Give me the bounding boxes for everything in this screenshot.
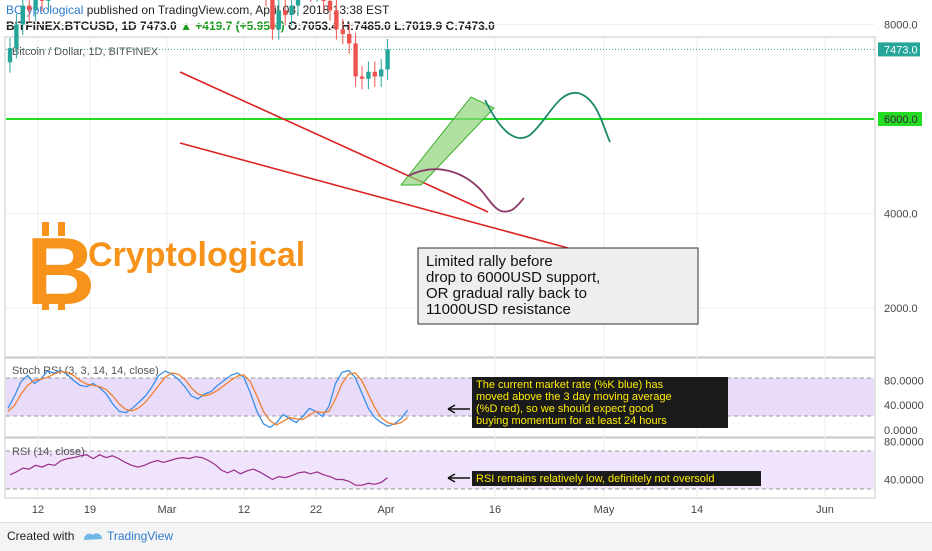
annotation-line-1: Limited rally before: [426, 253, 553, 270]
stoch-tick-label: 0.0000: [884, 425, 918, 437]
candle-body: [20, 5, 25, 25]
stoch-line-d: [7, 371, 408, 426]
time-tick-label: Mar: [158, 504, 177, 516]
projection-drop-path: [407, 168, 525, 213]
candlestick-series: [7, 0, 390, 90]
candle-body: [27, 5, 32, 11]
descending-channel[interactable]: [179, 71, 569, 249]
time-tick-label: 12: [32, 504, 44, 516]
time-tick-label: 19: [84, 504, 96, 516]
rsi-note-text: RSI remains relatively low, definitely n…: [476, 473, 714, 485]
channel-upper: [179, 71, 489, 213]
price-change: ▲ +419.7 (+5.95%): [180, 19, 285, 33]
rsi-tick-label: 40.0000: [884, 475, 924, 487]
candle-body: [46, 0, 51, 1]
time-tick-label: Jun: [816, 504, 834, 516]
candle-body: [33, 0, 38, 11]
publish-line: BCryptological published on TradingView.…: [6, 3, 389, 17]
candle-body: [353, 43, 358, 77]
candle-body: [295, 0, 301, 6]
candle-body: [385, 49, 390, 70]
time-tick-label: May: [594, 504, 615, 516]
candle-body: [14, 24, 19, 49]
rsi-note[interactable]: RSI remains relatively low, definitely n…: [447, 471, 761, 486]
time-axis: 12 19 Mar 12 22 Apr 16 May 14 Jun: [32, 504, 834, 516]
brand-text: Cryptological: [88, 236, 305, 274]
rsi-line: [9, 454, 388, 486]
created-with-text: Created with: [7, 529, 75, 543]
publish-header: BCryptological published on TradingView.…: [0, 0, 932, 36]
time-tick-label: Apr: [377, 504, 394, 516]
annotation-box[interactable]: Limited rally before drop to 6000USD sup…: [417, 247, 699, 325]
candle-body: [327, 0, 333, 11]
ohlc-values: O:7053.4 H:7485.0 L:7019.9 C:7473.0: [288, 19, 495, 33]
annotation-line-3: OR gradual rally back to: [426, 285, 587, 302]
rsi-pane: RSI (14, close) 40.0000 80.0000: [6, 437, 924, 490]
stoch-band: [6, 378, 874, 416]
time-tick-label: 22: [310, 504, 322, 516]
channel-lower: [179, 142, 569, 249]
candle-body: [372, 71, 377, 77]
symbol-label: BITFINEX:BTCUSD, 1D: [6, 19, 137, 33]
candle-body: [366, 71, 371, 79]
candle-body: [7, 48, 13, 63]
annotation-line-2: drop to 6000USD support,: [426, 269, 600, 286]
candle-body: [347, 33, 352, 44]
projection-rally-path: [484, 92, 611, 143]
time-tick-label: 16: [489, 504, 501, 516]
candle-body: [334, 10, 339, 30]
symbol-line: BITFINEX:BTCUSD, 1D 7473.0 ▲ +419.7 (+5.…: [6, 19, 495, 33]
rsi-tick-label: 80.0000: [884, 437, 924, 449]
last-price-label-bg: [878, 42, 920, 57]
author-link[interactable]: BCryptological: [6, 3, 84, 17]
candle-body: [289, 5, 294, 16]
projection-rally-box: [399, 96, 495, 186]
rsi-title: RSI (14, close): [12, 446, 85, 458]
stoch-rsi-pane: Stoch RSI (3, 3, 14, 14, close) 0.0000 40…: [6, 365, 924, 437]
candle-body: [39, 0, 45, 1]
price-tick-label: 6000.0: [884, 114, 918, 126]
tradingview-link[interactable]: TradingView: [107, 529, 174, 543]
chart-title: Bitcoin / Dollar, 1D, BITFINEX: [12, 46, 159, 58]
last-price: 7473.0: [140, 19, 177, 33]
pane-borders: [4, 36, 876, 499]
tradingview-logo-icon: [84, 533, 102, 540]
price-tick-label: 4000.0: [884, 209, 918, 221]
last-price-label: 7473.0: [884, 44, 918, 56]
stoch-arrow-head: [447, 404, 456, 414]
candle-body: [276, 10, 281, 30]
footer-bar: Created with TradingView: [0, 522, 932, 551]
stoch-tick-label: 80.0000: [884, 375, 924, 387]
price-tick-label: 2000.0: [884, 303, 918, 315]
level-label: 6000.0: [884, 114, 918, 126]
candle-body: [321, 0, 326, 1]
stoch-tick-label: 40.0000: [884, 400, 924, 412]
candle-body: [359, 76, 365, 79]
stoch-line-k: [7, 369, 409, 429]
level-label-bg: [878, 112, 922, 126]
time-tick-label: 14: [691, 504, 703, 516]
stoch-title: Stoch RSI (3, 3, 14, 14, close): [12, 365, 159, 377]
stoch-note-line-2: moved above the 3 day moving average: [476, 391, 672, 403]
candle-body: [270, 0, 275, 30]
time-tick-label: 12: [238, 504, 250, 516]
stoch-note-line-3: (%D red), so we should expect good: [476, 403, 653, 415]
price-tick-label: 8000.0: [884, 20, 918, 32]
rsi-arrow-head: [447, 473, 456, 483]
published-text: published on TradingView.com, April 03, …: [83, 3, 390, 17]
annotation-line-4: 11000USD resistance: [426, 301, 571, 318]
candle-body: [379, 69, 384, 77]
candle-body: [283, 10, 288, 16]
stoch-note[interactable]: The current market rate (%K blue) has mo…: [447, 377, 728, 428]
stoch-note-line-1: The current market rate (%K blue) has: [476, 379, 664, 391]
projection-drawings[interactable]: [399, 92, 611, 213]
stoch-note-line-4: buying momentum for at least 24 hours: [476, 415, 667, 427]
bitcoin-logo: B: [26, 218, 95, 325]
candle-body: [340, 29, 345, 34]
